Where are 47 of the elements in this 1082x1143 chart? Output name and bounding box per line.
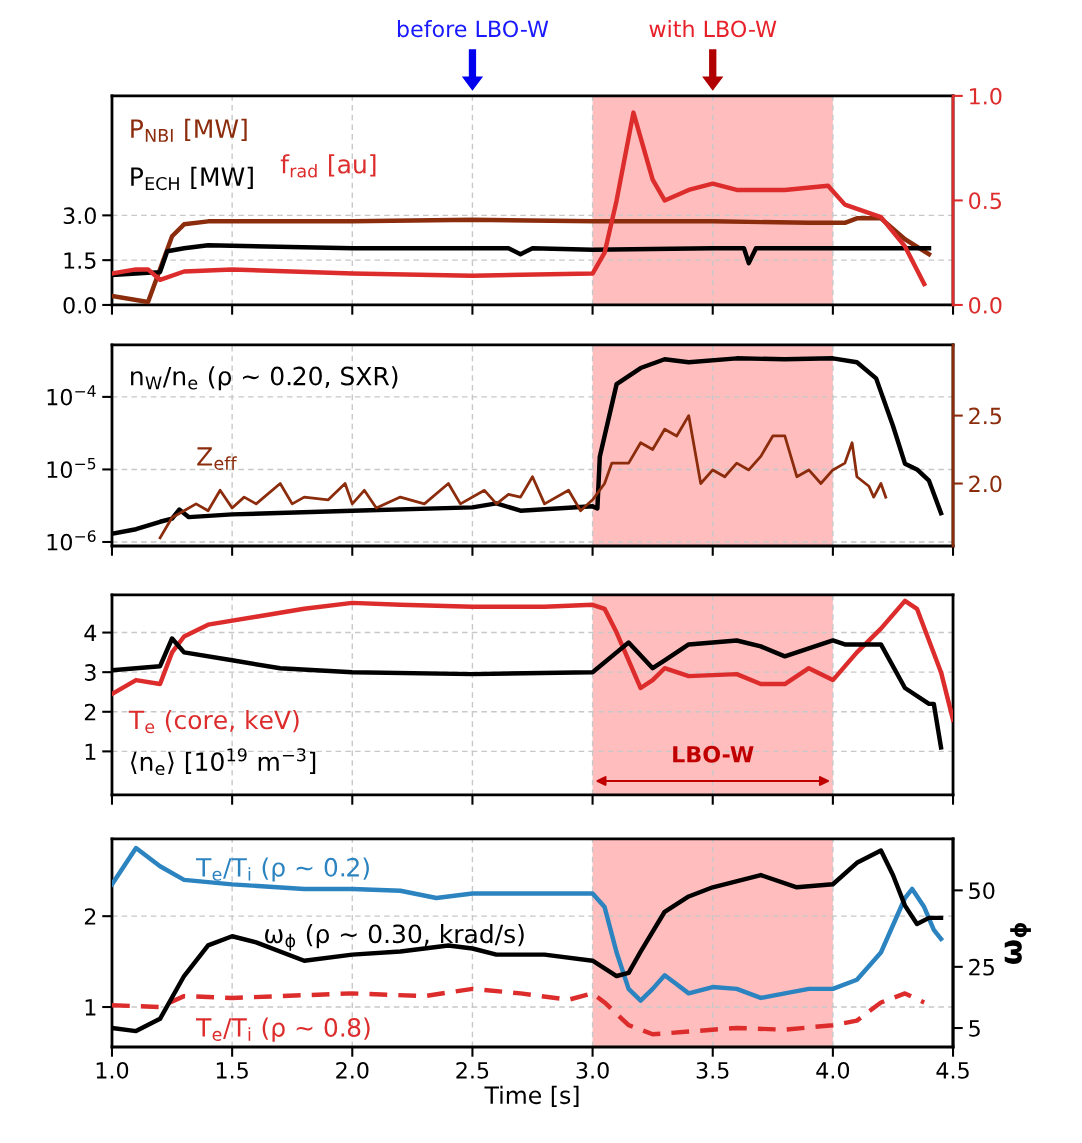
y2-tick-label: 2.5 xyxy=(969,407,1002,425)
y-tick-label: 3.0 xyxy=(63,207,96,225)
series-label: T$_{e}$/T$_{i}$ (ρ ~ 0.8) xyxy=(196,1017,370,1042)
x-tick-label: 3.5 xyxy=(696,1061,729,1079)
y2-tick-label: 0.0 xyxy=(969,296,1002,314)
text: f$_{rad}$ [au] xyxy=(280,154,376,178)
text: P$_{NBI}$ [MW] xyxy=(131,118,247,142)
band-label: LBO-W xyxy=(673,745,754,763)
y-tick-label: 3 xyxy=(84,664,96,681)
text: ⟨n$_{e}$⟩ [10$^{19}$ m$^{−3}$] xyxy=(131,748,316,776)
y-tick-label: 2 xyxy=(84,908,96,925)
text: P$_{ECH}$ [MW] xyxy=(131,166,253,191)
text: with LBO-W xyxy=(649,20,777,38)
y-tick-label: 10$^{−5}$ xyxy=(47,457,96,479)
x-tick-label: 4.0 xyxy=(816,1061,850,1079)
text: n$_{W}$/n$_{e}$ (ρ ~ 0.20, SXR) xyxy=(131,366,398,391)
x-tick-label: 4.5 xyxy=(936,1062,969,1079)
y-tick-label: 10$^{−6}$ xyxy=(47,530,96,551)
x-tick-label: 2.5 xyxy=(456,1061,489,1079)
series-label: T$_{e}$ (core, keV) xyxy=(128,709,299,734)
line-series xyxy=(111,216,932,305)
text: before LBO-W xyxy=(397,20,549,38)
y2-tick-label: 50 xyxy=(969,882,995,900)
x-tick-label: 1.5 xyxy=(216,1062,248,1079)
y2-tick-label: 0.5 xyxy=(969,192,1002,210)
y2-tick-label: 2.0 xyxy=(969,475,1002,493)
y-tick-label: 1.5 xyxy=(64,252,96,269)
line-series xyxy=(111,845,944,1003)
line-series xyxy=(111,110,927,287)
y-tick-label: 1 xyxy=(85,743,96,760)
y-tick-label: 1 xyxy=(85,999,96,1016)
y2-axis-title: ω$_{ϕ}$ xyxy=(1004,922,1031,965)
x-axis-title: Time [s] xyxy=(484,1085,579,1107)
line-series xyxy=(158,414,888,540)
y-tick-label: 4 xyxy=(84,624,97,641)
series-label: Z$_{eff}$ xyxy=(197,447,237,470)
y2-tick-label: 25 xyxy=(969,958,994,976)
x-tick-label: 1.0 xyxy=(96,1061,129,1079)
series-label: ω$_{ϕ}$ (ρ ~ 0.30, krad/s) xyxy=(265,923,524,951)
series-label: T$_{e}$/T$_{i}$ (ρ ~ 0.2) xyxy=(196,857,369,882)
y2-tick-label: 1.0 xyxy=(970,87,1002,105)
x-tick-label: 2.0 xyxy=(336,1061,369,1079)
y-tick-label: 2 xyxy=(84,703,96,721)
y-tick-label: 10$^{−4}$ xyxy=(47,385,96,406)
y-tick-label: 0.0 xyxy=(63,296,96,314)
y2-tick-label: 5 xyxy=(969,1020,980,1037)
x-tick-label: 3.0 xyxy=(576,1061,609,1079)
